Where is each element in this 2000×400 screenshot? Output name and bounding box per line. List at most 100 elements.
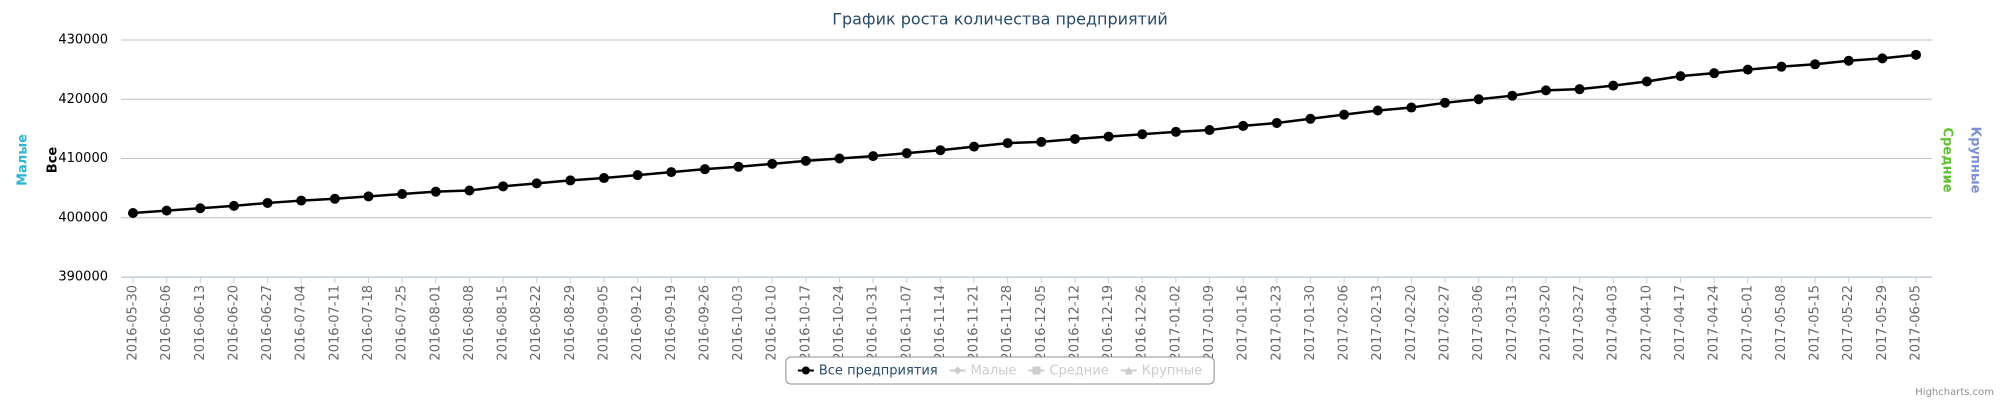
- point: [1238, 120, 1249, 131]
- legend-symbol: [1124, 366, 1133, 375]
- point: [1608, 80, 1619, 91]
- x-tick-label: 2016-08-01: [428, 285, 443, 361]
- x-tick-label: 2017-06-05: [1909, 285, 1924, 361]
- x-tick-label: 2016-10-10: [765, 285, 780, 361]
- point: [565, 175, 576, 186]
- x-tick-label: 2016-11-14: [933, 285, 948, 361]
- x-tick-label: 2016-08-29: [563, 285, 578, 361]
- axis-title: Все: [46, 147, 61, 174]
- point: [262, 197, 273, 208]
- legend-label[interactable]: Все предприятия: [819, 364, 938, 379]
- point: [1036, 136, 1047, 147]
- x-tick-label: 2016-09-12: [630, 285, 645, 361]
- point: [1305, 113, 1316, 124]
- point: [1002, 138, 1013, 149]
- x-tick-label: 2017-01-16: [1236, 285, 1251, 361]
- point: [1877, 53, 1888, 64]
- x-tick-label: 2017-05-08: [1774, 285, 1789, 361]
- axis-title: Малые: [16, 134, 31, 186]
- x-tick-label: 2016-08-08: [462, 285, 477, 361]
- x-tick-label: 2016-07-25: [395, 285, 410, 361]
- point: [464, 185, 475, 196]
- point: [1709, 68, 1720, 79]
- point: [1911, 49, 1921, 60]
- point: [666, 167, 677, 178]
- x-tick-label: 2016-09-26: [697, 285, 712, 361]
- x-tick-label: 2016-10-17: [798, 285, 813, 361]
- x-tick-label: 2016-09-05: [596, 285, 611, 361]
- point: [531, 178, 542, 189]
- point: [1339, 109, 1350, 120]
- axis-title: Средние: [1940, 127, 1955, 192]
- point: [1742, 64, 1753, 75]
- legend-label[interactable]: Малые: [971, 364, 1017, 379]
- point: [901, 148, 912, 159]
- point: [1406, 102, 1417, 113]
- point: [1069, 133, 1080, 144]
- x-tick-label: 2017-01-02: [1168, 285, 1183, 361]
- x-tick-label: 2017-03-27: [1572, 285, 1587, 361]
- y-tick-label: 420000: [58, 92, 108, 107]
- point: [1843, 55, 1854, 66]
- x-tick-label: 2017-01-23: [1269, 285, 1284, 361]
- point: [969, 141, 980, 152]
- point: [598, 173, 609, 184]
- x-tick-label: 2016-11-28: [1000, 285, 1015, 361]
- point: [128, 208, 138, 219]
- x-tick-label: 2016-11-21: [967, 285, 982, 361]
- point: [632, 170, 643, 181]
- point: [498, 181, 509, 192]
- x-tick-label: 2016-12-26: [1135, 285, 1150, 361]
- point: [1473, 94, 1484, 105]
- point: [1776, 61, 1787, 72]
- y-tick-label: 430000: [58, 33, 108, 48]
- point: [430, 186, 441, 197]
- legend-label[interactable]: Средние: [1049, 364, 1108, 379]
- point: [329, 193, 340, 204]
- point: [195, 203, 206, 214]
- x-tick-label: 2017-04-17: [1673, 285, 1688, 361]
- point: [800, 155, 811, 166]
- point: [296, 195, 307, 206]
- x-tick-label: 2017-03-06: [1471, 285, 1486, 361]
- y-tick-label: 400000: [58, 210, 108, 225]
- point: [868, 151, 879, 162]
- point: [1507, 90, 1518, 101]
- point: [1810, 59, 1821, 70]
- x-tick-label: 2017-05-01: [1740, 285, 1755, 361]
- x-tick-label: 2017-05-29: [1875, 285, 1890, 361]
- x-tick-label: 2017-05-15: [1808, 285, 1823, 361]
- point: [397, 189, 408, 200]
- y-tick-label: 390000: [58, 270, 108, 285]
- x-tick-label: 2016-07-18: [361, 285, 376, 361]
- series-line: [132, 53, 1917, 215]
- x-tick-label: 2016-09-19: [664, 285, 679, 361]
- point: [1372, 105, 1383, 116]
- x-tick-label: 2017-02-13: [1370, 285, 1385, 361]
- x-tick-label: 2016-07-04: [294, 285, 309, 361]
- x-tick-label: 2016-12-12: [1067, 285, 1082, 361]
- legend-symbol: [953, 366, 962, 375]
- legend-label[interactable]: Крупные: [1142, 364, 1202, 379]
- x-tick-label: 2017-04-10: [1639, 285, 1654, 361]
- point: [733, 161, 744, 172]
- point: [1137, 129, 1148, 140]
- point: [1440, 97, 1451, 108]
- axis-title: Крупные: [1968, 127, 1983, 194]
- point: [699, 164, 710, 175]
- point: [363, 191, 374, 202]
- x-tick-label: 2016-05-30: [126, 285, 141, 361]
- x-tick-label: 2016-12-19: [1101, 285, 1116, 361]
- point: [1103, 131, 1114, 142]
- x-tick-label: 2017-02-06: [1337, 285, 1352, 361]
- legend-symbol: [1032, 366, 1041, 375]
- point: [834, 153, 845, 164]
- x-tick-label: 2016-07-11: [327, 285, 342, 361]
- x-tick-label: 2016-12-05: [1034, 285, 1049, 361]
- x-tick-label: 2016-10-03: [731, 285, 746, 361]
- x-tick-label: 2017-03-20: [1538, 285, 1553, 361]
- credit: Highcharts.com: [1915, 387, 1994, 398]
- point: [1540, 85, 1551, 96]
- x-tick-label: 2017-03-13: [1505, 285, 1520, 361]
